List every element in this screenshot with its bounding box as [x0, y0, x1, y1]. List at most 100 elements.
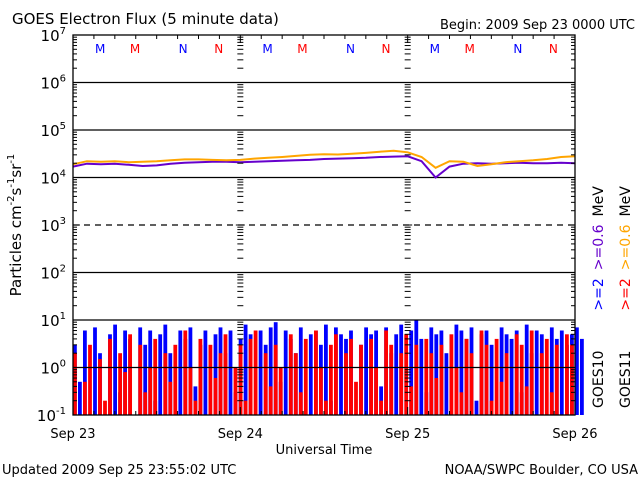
- flux-bar: [349, 338, 353, 415]
- flux-bar: [298, 392, 303, 415]
- flux-bar: [173, 344, 178, 415]
- flux-bar: [344, 353, 348, 415]
- flux-bar: [324, 400, 328, 415]
- flux-bar: [504, 353, 509, 415]
- flux-bar: [509, 338, 514, 415]
- satellite-marker: M: [430, 42, 440, 56]
- flux-bar: [158, 334, 163, 415]
- flux-bar: [263, 353, 268, 415]
- y-tick-label: 102: [41, 264, 66, 283]
- flux-bar: [73, 353, 77, 415]
- flux-bar: [308, 334, 313, 415]
- flux-bar: [273, 344, 278, 415]
- y-tick-label: 103: [41, 216, 66, 235]
- flux-bar: [434, 378, 439, 415]
- svg-text:Particles cm-2s-1sr-1: Particles cm-2s-1sr-1: [6, 154, 25, 297]
- flux-bar: [303, 338, 308, 415]
- flux-bar: [288, 334, 293, 415]
- flux-bar: [283, 330, 288, 415]
- y-tick-label: 105: [41, 121, 66, 140]
- series-line: [72, 155, 576, 179]
- flux-bar: [113, 324, 117, 415]
- y-tick-label: 101: [41, 311, 66, 330]
- flux-bar: [499, 327, 504, 415]
- satellite-marker: M: [297, 42, 307, 56]
- flux-bar: [489, 344, 494, 415]
- flux-bar: [549, 392, 554, 415]
- legend-unit: MeV: [618, 186, 634, 217]
- legend-goes10: GOES10 >=2 >=0.6 MeV: [591, 186, 607, 408]
- flux-bar: [389, 344, 394, 415]
- flux-bar: [218, 353, 223, 415]
- flux-bar: [153, 338, 158, 415]
- flux-bar: [394, 334, 399, 415]
- y-tick-label: 10-1: [37, 406, 66, 425]
- flux-bar: [379, 400, 383, 415]
- flux-bar: [459, 330, 464, 415]
- satellite-marker: M: [95, 42, 105, 56]
- flux-bar: [575, 327, 579, 415]
- flux-bar: [429, 353, 434, 415]
- flux-bar: [359, 344, 363, 415]
- flux-bar: [213, 334, 218, 415]
- flux-bar: [188, 367, 193, 415]
- ylabel-part: Particles cm: [7, 205, 25, 296]
- flux-bar: [83, 381, 87, 415]
- flux-bar: [168, 381, 173, 415]
- x-axis-label: Universal Time: [276, 443, 373, 458]
- flux-bar: [314, 330, 318, 415]
- legend-goes11: GOES11 >=2 >=0.6 MeV: [618, 186, 634, 408]
- satellite-marker: M: [262, 42, 272, 56]
- flux-bar: [319, 367, 323, 415]
- flux-bar: [364, 327, 368, 415]
- flux-bar: [499, 381, 504, 415]
- legend-sat: GOES10: [591, 351, 607, 408]
- flux-bar: [409, 386, 414, 415]
- flux-bar: [138, 344, 143, 415]
- flux-bar: [268, 327, 273, 415]
- satellite-marker: N: [549, 42, 558, 56]
- flux-bar: [519, 344, 524, 415]
- flux-bar: [143, 344, 148, 415]
- flux-bar: [123, 372, 127, 415]
- flux-bar: [213, 378, 218, 415]
- flux-bar: [529, 330, 534, 415]
- y-tick-label: 106: [41, 74, 66, 93]
- begin-time: Begin: 2009 Sep 23 0000 UTC: [440, 18, 635, 33]
- flux-bar: [118, 353, 122, 415]
- flux-bar: [444, 353, 449, 415]
- flux-bar: [469, 353, 474, 415]
- legend-entry: GOES11 >=2 >=0.6 MeV: [618, 186, 634, 408]
- flux-bar: [163, 353, 168, 415]
- flux-bar: [78, 381, 82, 415]
- flux-bar: [384, 330, 388, 415]
- satellite-marker: M: [130, 42, 140, 56]
- satellite-marker: N: [513, 42, 522, 56]
- flux-bar: [484, 344, 489, 415]
- legend-sat: GOES11: [618, 351, 634, 408]
- flux-bar: [103, 400, 107, 415]
- flux-bar: [258, 330, 263, 415]
- flux-bar: [534, 330, 539, 415]
- satellite-marker: N: [382, 42, 391, 56]
- flux-bar: [243, 400, 248, 415]
- series-line: [72, 149, 576, 169]
- flux-bar: [208, 344, 213, 415]
- legend-ch06: >=0.6: [618, 224, 634, 270]
- flux-bar: [248, 338, 253, 415]
- flux-bar: [228, 330, 233, 415]
- flux-bar: [409, 330, 414, 415]
- flux-bar: [293, 353, 298, 415]
- flux-bar: [539, 353, 544, 415]
- flux-bar: [524, 386, 529, 415]
- flux-bar: [178, 330, 183, 415]
- legend-ch2: >=2: [591, 278, 607, 310]
- flux-bar: [549, 327, 554, 415]
- updated-time: Updated 2009 Sep 25 23:55:02 UTC: [2, 463, 236, 478]
- x-tick-label: Sep 25: [385, 427, 430, 442]
- y-tick-label: 107: [41, 26, 66, 45]
- flux-bar: [464, 338, 469, 415]
- flux-bar: [439, 344, 444, 415]
- flux-bar: [233, 367, 238, 415]
- flux-bar: [565, 334, 569, 415]
